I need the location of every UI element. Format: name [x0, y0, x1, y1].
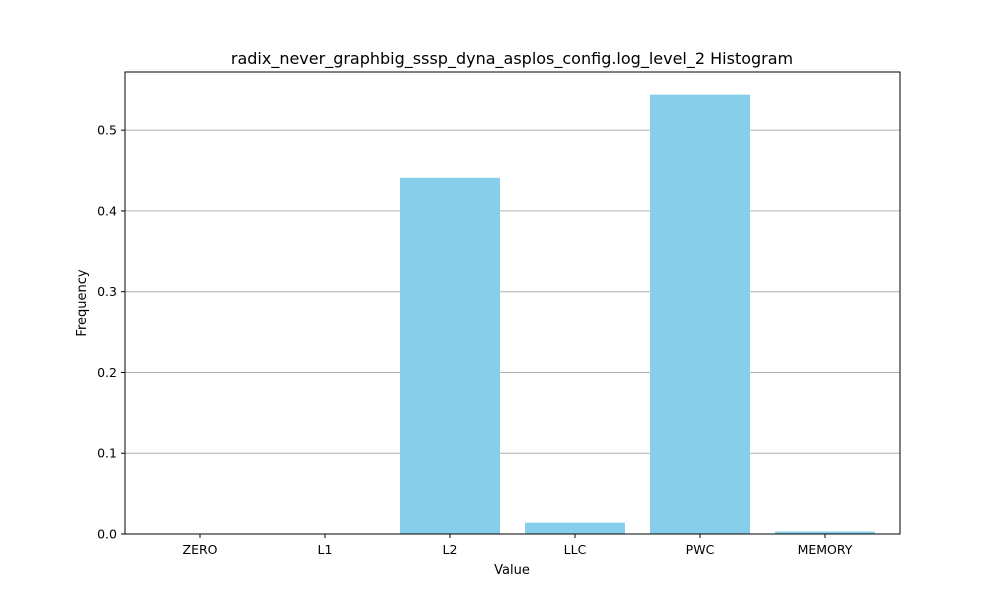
y-tick-label: 0.2 [97, 365, 117, 380]
x-tick-label: MEMORY [798, 542, 853, 557]
plot-frame [124, 71, 901, 535]
y-tick-label: 0.5 [97, 123, 117, 138]
x-axis-label: Value [494, 563, 530, 578]
y-axis-ticks: 0.0 0.1 0.2 0.3 0.4 0.5 [97, 123, 125, 542]
chart-title: radix_never_graphbig_sssp_dyna_asplos_co… [231, 49, 793, 69]
x-tick-label: L2 [443, 542, 458, 557]
bar-pwc [650, 94, 750, 534]
bars [400, 94, 875, 535]
y-tick-label: 0.3 [97, 284, 117, 299]
x-tick-label: ZERO [183, 542, 218, 557]
y-axis-label: Frequency [75, 269, 90, 336]
y-tick-label: 0.1 [97, 446, 117, 461]
bar-l2 [400, 177, 500, 535]
x-tick-label: L1 [318, 542, 333, 557]
x-tick-label: PWC [686, 542, 715, 557]
bar-llc [525, 522, 625, 534]
bar-memory [775, 531, 875, 534]
y-tick-label: 0.0 [97, 527, 117, 542]
y-tick-label: 0.4 [97, 203, 117, 218]
x-axis-ticks: ZERO L1 L2 LLC PWC MEMORY [183, 534, 853, 557]
grid-lines [125, 129, 900, 535]
x-tick-label: LLC [564, 542, 587, 557]
